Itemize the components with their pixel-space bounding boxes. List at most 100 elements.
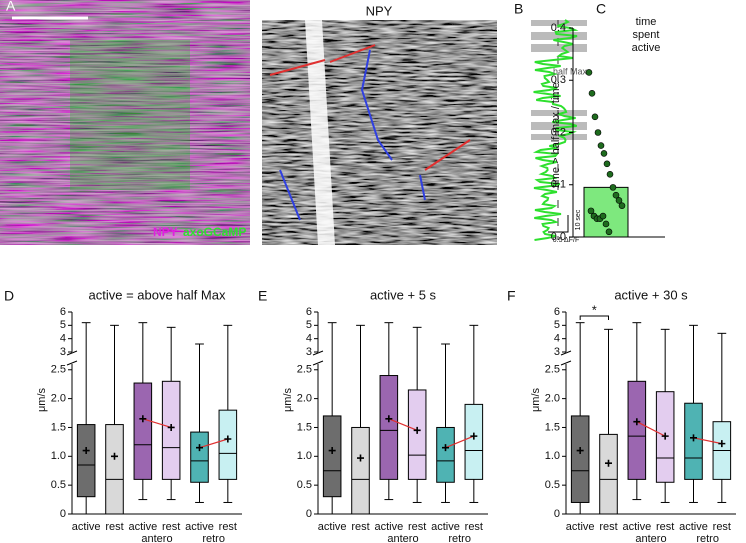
box: [379, 375, 399, 480]
sig-bracket: [579, 315, 609, 320]
x-tick-label: rest: [599, 521, 617, 533]
trace: [532, 19, 579, 241]
x-tick-label: rest: [219, 521, 237, 533]
mean: [139, 415, 147, 423]
mean: [413, 426, 421, 434]
mean: [690, 434, 697, 442]
x-tick-label: active: [185, 521, 214, 533]
mean: [385, 415, 393, 423]
y-axis-label: μm/s: [36, 387, 48, 412]
point: [618, 202, 626, 209]
axis-break: [560, 350, 572, 366]
box: [218, 409, 238, 480]
mean: [718, 440, 726, 448]
x-tick-label: active: [374, 521, 403, 533]
chart-title: time: [636, 16, 657, 28]
chart-title: active = above half Max: [89, 287, 226, 302]
y-tick-label: 0.2: [551, 126, 566, 138]
x-tick-label: rest: [656, 521, 674, 533]
x-tick-label: active: [431, 521, 460, 533]
bar: [583, 186, 629, 238]
point: [615, 197, 623, 204]
y-tick-label: 2.5: [545, 364, 560, 376]
y-tick-label: 2.5: [51, 364, 66, 376]
y-tick-label: 5: [554, 319, 560, 331]
axis-break: [66, 350, 78, 366]
box: [599, 433, 618, 515]
x-tick-label: active: [566, 521, 595, 533]
image-a: [0, 0, 250, 245]
y-tick-label: 6: [554, 306, 560, 318]
mean: [224, 435, 232, 443]
panel-label: E: [258, 288, 267, 304]
panel-label: D: [4, 288, 14, 304]
y-axis-label: μm/s: [530, 387, 542, 412]
x-tick-label: active: [128, 521, 157, 533]
label-gcamp: axoGCaMP: [183, 225, 246, 239]
x-tick-label: rest: [105, 521, 123, 533]
x-tick-label: active: [72, 521, 101, 533]
axis-break: [312, 350, 324, 366]
group-label: retro: [448, 533, 471, 543]
mean: [576, 447, 584, 455]
box: [76, 424, 96, 498]
y-tick-label: 3: [60, 346, 66, 358]
panel-label: A: [6, 0, 16, 14]
point: [599, 212, 607, 220]
y-tick-label: 0: [306, 508, 312, 520]
mean: [196, 444, 203, 452]
x-tick-label: rest: [162, 521, 180, 533]
group-label: antero: [387, 533, 418, 543]
y-tick-label: 4: [306, 333, 312, 345]
y-axis-label: time > half-max / time: [550, 82, 562, 187]
box: [407, 389, 427, 480]
x-tick-label: rest: [465, 521, 483, 533]
point: [600, 150, 608, 157]
group-label: antero: [635, 533, 666, 543]
x-tick-label: active: [679, 521, 708, 533]
box: [190, 431, 209, 483]
chart-title: active + 5 s: [370, 287, 437, 302]
scale-bars: [548, 215, 569, 233]
group-label: retro: [696, 533, 719, 543]
panel-label: F: [507, 288, 516, 304]
y-tick-label: 1.0: [51, 450, 66, 462]
x-tick-label: rest: [351, 521, 369, 533]
y-tick-label: 3: [554, 346, 560, 358]
mean-link: [199, 438, 229, 449]
y-tick-label: 1.5: [545, 421, 560, 433]
mean: [82, 447, 90, 455]
mean-link: [693, 437, 722, 445]
box: [133, 382, 153, 480]
box: [570, 415, 590, 503]
point: [588, 90, 596, 97]
mean: [328, 447, 336, 455]
panel-label: C: [596, 1, 606, 17]
box: [436, 426, 455, 483]
panel-label: B: [514, 1, 523, 17]
point: [587, 207, 595, 215]
kymo-title: NPY: [366, 3, 393, 18]
y-tick-label: 1.5: [51, 421, 66, 433]
image-a-tint: [0, 0, 250, 245]
y-tick-label: 0: [554, 508, 560, 520]
kymo-red: [269, 44, 471, 171]
y-tick-label: 4: [554, 333, 560, 345]
y-tick-label: 0.0: [551, 231, 566, 243]
mean: [442, 444, 449, 452]
box: [105, 424, 124, 515]
y-tick-label: 2.0: [297, 393, 312, 405]
mean: [167, 423, 175, 431]
y-tick-label: 4: [60, 333, 66, 345]
point: [597, 142, 605, 149]
axis: [71, 312, 242, 515]
x-tick-label: rest: [408, 521, 426, 533]
y-tick-label: 5: [306, 319, 312, 331]
x-tick-label: active: [622, 521, 651, 533]
mean: [470, 432, 478, 440]
kymograph: [262, 20, 497, 245]
mean: [357, 454, 364, 462]
half-max-label: half Max: [553, 66, 588, 76]
